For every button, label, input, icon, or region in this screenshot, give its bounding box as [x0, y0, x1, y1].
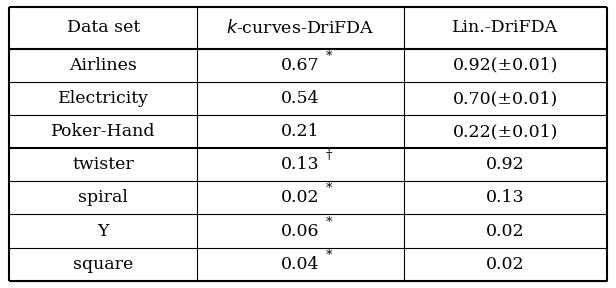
Text: *: * [325, 215, 332, 229]
Text: †: † [325, 149, 332, 162]
Text: square: square [73, 256, 134, 273]
Text: 0.67: 0.67 [282, 57, 320, 74]
Text: Poker-Hand: Poker-Hand [51, 123, 156, 140]
Text: Y: Y [97, 223, 109, 240]
Text: 0.70(±0.01): 0.70(±0.01) [453, 90, 558, 107]
Text: *: * [325, 50, 332, 63]
Text: twister: twister [73, 156, 134, 173]
Text: Data set: Data set [67, 19, 140, 36]
Text: 0.92(±0.01): 0.92(±0.01) [453, 57, 558, 74]
Text: 0.02: 0.02 [486, 223, 524, 240]
Text: *: * [325, 249, 332, 262]
Text: 0.22(±0.01): 0.22(±0.01) [453, 123, 558, 140]
Text: 0.54: 0.54 [282, 90, 320, 107]
Text: Airlines: Airlines [70, 57, 137, 74]
Text: 0.02: 0.02 [282, 190, 320, 206]
Text: Lin.-DriFDA: Lin.-DriFDA [452, 19, 558, 36]
Text: 0.13: 0.13 [486, 190, 524, 206]
Text: 0.04: 0.04 [282, 256, 320, 273]
Text: *: * [325, 182, 332, 195]
Text: 0.21: 0.21 [282, 123, 320, 140]
Text: 0.06: 0.06 [282, 223, 320, 240]
Text: 0.02: 0.02 [486, 256, 524, 273]
Text: Electricity: Electricity [58, 90, 149, 107]
Text: 0.13: 0.13 [282, 156, 320, 173]
Text: spiral: spiral [78, 190, 128, 206]
Text: $k$-curves-DriFDA: $k$-curves-DriFDA [226, 19, 375, 37]
Text: 0.92: 0.92 [486, 156, 525, 173]
